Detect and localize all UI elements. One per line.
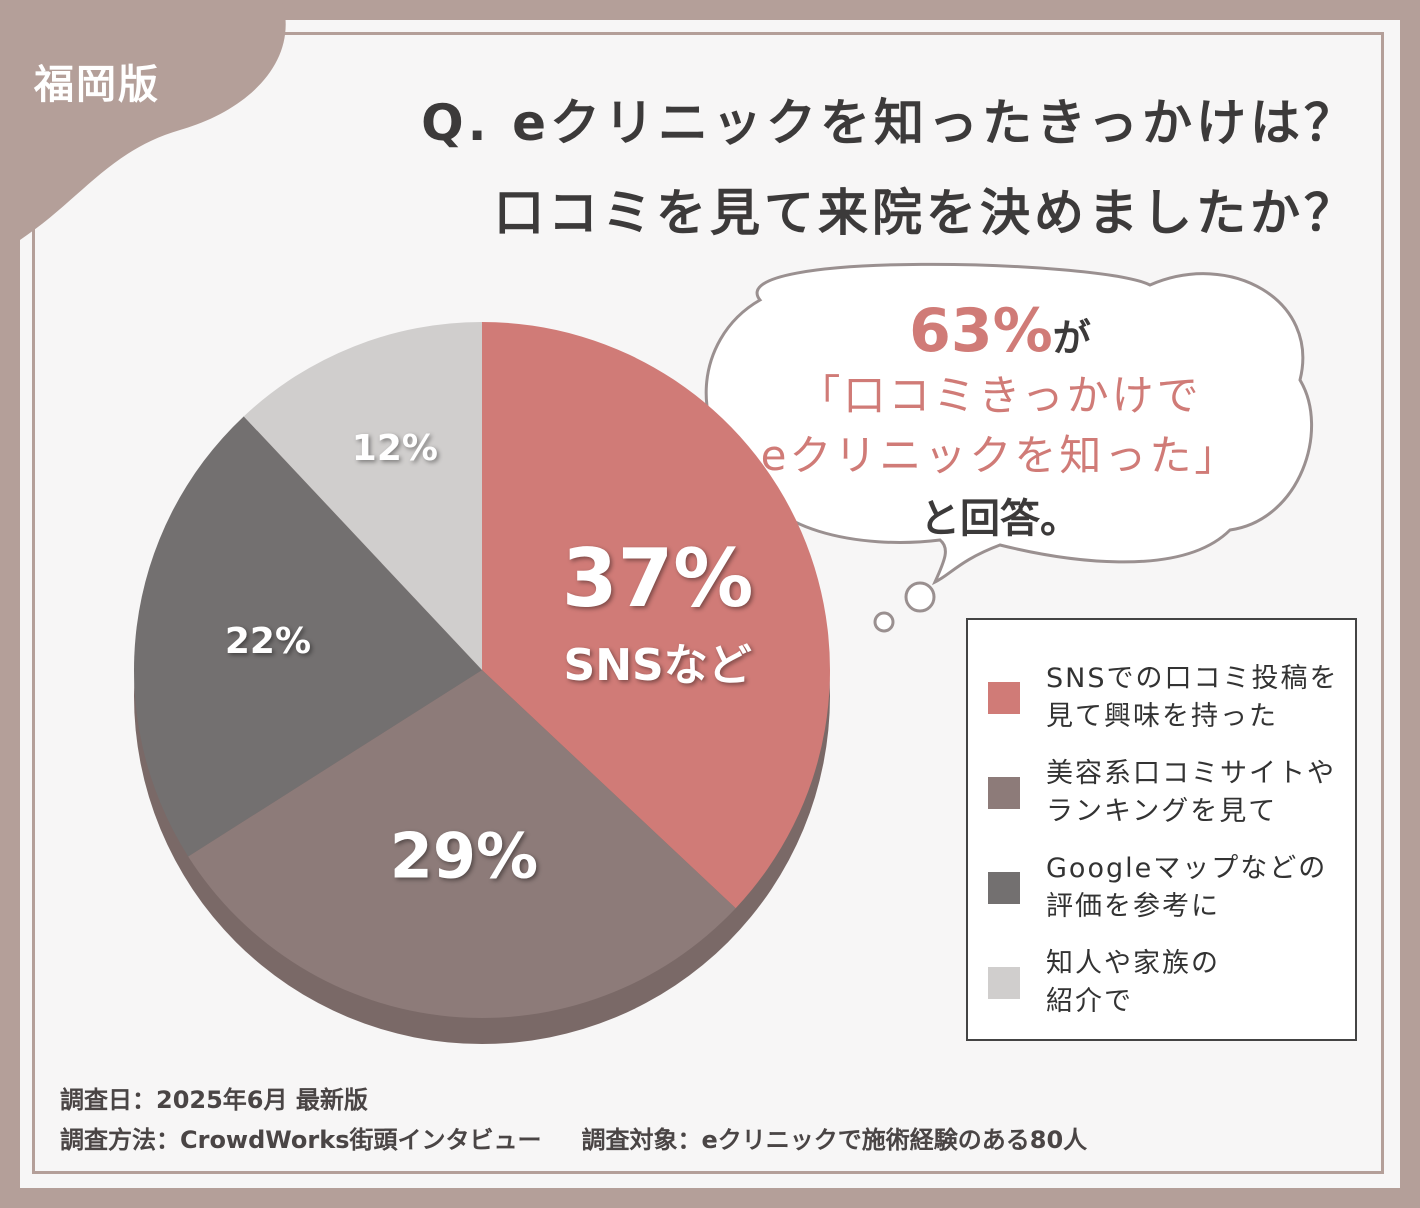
legend-label: Googleマップなどの 評価を参考に [1046,852,1328,922]
bubble-dot [904,581,936,613]
legend-item: Googleマップなどの 評価を参考に [988,840,1355,935]
callout-quote: 「口コミきっかけで eクリニックを知った」 [760,371,1240,480]
legend-label: 知人や家族の 紹介で [1046,947,1220,1017]
callout-highlight: 63% [909,296,1053,366]
callout: 63%が 「口コミきっかけで eクリニックを知った」 と回答。 [700,296,1300,544]
note: 調査日：2025年6月 最新版 [60,1086,368,1114]
note-line: 調査方法：CrowdWorks街頭インタビュー 調査対象：eクリニックで施術経験の… [60,1120,1087,1160]
slice-label: 37% [562,532,753,625]
slice-label: 22% [225,621,311,662]
callout-ending: と回答。 [920,496,1080,542]
pie: 37% SNSなど 29% 22% 12% [134,322,830,1044]
legend: SNSでの口コミ投稿を 見て興味を持った 美容系口コミサイトや ランキングを見て G… [966,618,1357,1041]
legend-swatch [988,681,1020,714]
legend-item: 知人や家族の 紹介で [988,935,1355,1030]
slice-label: 29% [390,820,538,893]
frame [32,32,1384,1174]
legend-item: 美容系口コミサイトや ランキングを見て [988,745,1355,840]
legend-swatch [988,966,1020,999]
legend-item: SNSでの口コミ投稿を 見て興味を持った [988,650,1355,745]
legend-label: SNSでの口コミ投稿を 見て興味を持った [1046,662,1339,732]
notes: 調査日：2025年6月 最新版 調査方法：CrowdWorks街頭インタビュー調… [60,1080,1087,1160]
badge-shape [0,0,286,240]
bubble-dot [873,611,895,633]
slice-note: SNSなど [564,640,752,691]
legend-swatch [988,871,1020,904]
legend-label: 美容系口コミサイトや ランキングを見て [1046,757,1336,827]
callout-suffix: が [1052,316,1091,360]
pie-slice [482,322,830,909]
legend-swatch [988,776,1020,809]
title: Q. eクリニックを知ったきっかけは？ 口コミを見て来院を決めましたか？ [421,94,1358,242]
badge: 福岡版 [34,62,160,108]
slice-label: 12% [352,428,438,469]
pie-slice [243,322,482,670]
note: 調査対象：eクリニックで施術経験のある80人 [581,1126,1088,1154]
pie-slice [134,416,482,857]
note: 調査方法：CrowdWorks街頭インタビュー [60,1126,542,1154]
pie-slice [188,670,736,1018]
